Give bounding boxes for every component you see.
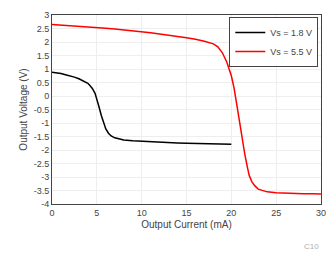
svg-text:C10: C10 xyxy=(304,242,319,251)
svg-text:-3.5: -3.5 xyxy=(34,186,50,196)
svg-text:Vs = 1.8 V: Vs = 1.8 V xyxy=(270,28,312,38)
svg-text:10: 10 xyxy=(137,208,147,218)
svg-text:-3: -3 xyxy=(41,172,49,182)
svg-text:-1: -1 xyxy=(41,118,49,128)
svg-text:20: 20 xyxy=(226,208,236,218)
svg-text:-1.5: -1.5 xyxy=(34,132,50,142)
svg-text:-0.5: -0.5 xyxy=(34,105,50,115)
svg-text:1.5: 1.5 xyxy=(37,51,50,61)
svg-text:2.5: 2.5 xyxy=(37,24,50,34)
svg-text:Vs = 5.5 V: Vs = 5.5 V xyxy=(270,47,312,57)
svg-text:25: 25 xyxy=(271,208,281,218)
svg-text:2: 2 xyxy=(44,37,49,47)
svg-text:30: 30 xyxy=(316,208,326,218)
svg-text:0: 0 xyxy=(49,208,54,218)
svg-text:15: 15 xyxy=(181,208,191,218)
svg-text:-4: -4 xyxy=(41,199,49,209)
svg-text:1: 1 xyxy=(44,64,49,74)
svg-text:Output Current (mA): Output Current (mA) xyxy=(141,219,232,230)
svg-text:-2: -2 xyxy=(41,145,49,155)
svg-text:3: 3 xyxy=(44,10,49,20)
svg-text:-2.5: -2.5 xyxy=(34,159,50,169)
svg-text:Output Voltage (V): Output Voltage (V) xyxy=(18,68,29,150)
svg-text:0: 0 xyxy=(44,91,49,101)
svg-text:0.5: 0.5 xyxy=(37,78,50,88)
svg-text:5: 5 xyxy=(94,208,99,218)
